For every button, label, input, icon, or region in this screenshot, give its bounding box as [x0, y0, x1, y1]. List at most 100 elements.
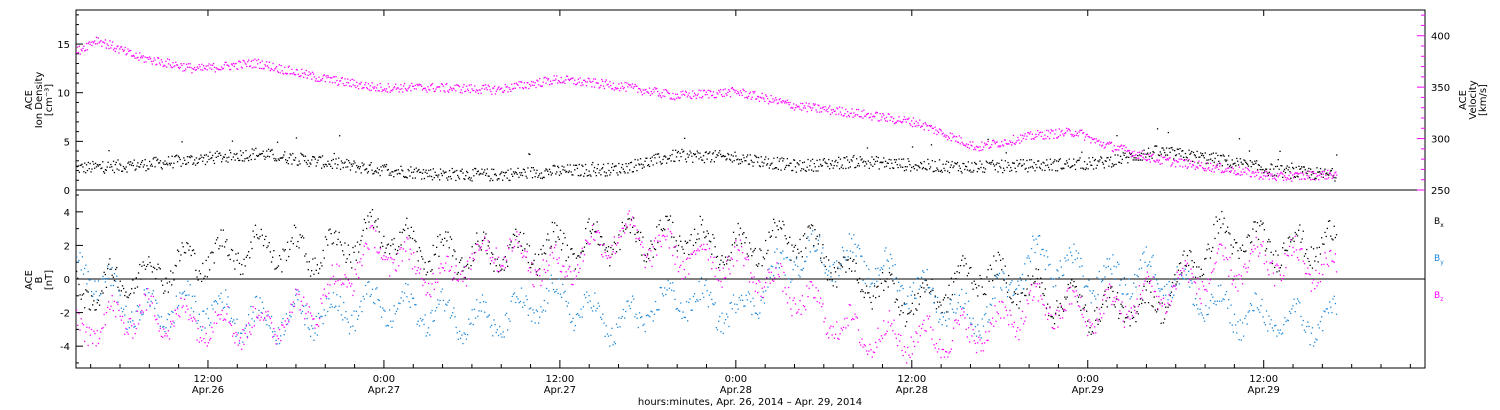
- point-bx: [481, 240, 484, 242]
- point-bx: [637, 231, 639, 233]
- velocity-point: [1318, 179, 1320, 181]
- point-bx: [180, 254, 182, 256]
- point-by: [151, 293, 153, 295]
- density-point: [620, 166, 623, 169]
- point-bx: [1165, 306, 1167, 308]
- point-bx: [573, 253, 575, 255]
- velocity-point: [1069, 130, 1071, 132]
- point-bx: [1161, 302, 1163, 304]
- point-by: [337, 309, 339, 312]
- velocity-point: [1273, 175, 1275, 177]
- density-point: [560, 173, 562, 175]
- point-by: [518, 302, 520, 304]
- density-point: [400, 165, 402, 167]
- velocity-point: [597, 82, 599, 84]
- point-bx: [356, 241, 359, 243]
- density-point: [1244, 159, 1246, 162]
- density-point: [719, 150, 721, 152]
- point-bx: [847, 259, 849, 261]
- density-point: [171, 155, 173, 157]
- point-by: [179, 292, 181, 294]
- velocity-point: [1237, 173, 1240, 175]
- density-point: [420, 171, 422, 173]
- density-point: [1131, 155, 1133, 157]
- density-point: [165, 163, 167, 166]
- density-point: [586, 175, 588, 177]
- point-bx: [724, 256, 727, 258]
- velocity-point: [123, 49, 125, 51]
- point-bx: [551, 221, 553, 224]
- point-by: [680, 302, 682, 304]
- density-point: [178, 157, 180, 159]
- velocity-point: [1286, 177, 1288, 179]
- point-bx: [1153, 296, 1155, 298]
- point-bx: [768, 231, 770, 233]
- point-bx: [889, 274, 892, 276]
- density-point: [868, 167, 870, 169]
- density-point: [235, 153, 237, 156]
- point-by: [303, 305, 305, 307]
- density-point: [1171, 146, 1173, 149]
- velocity-point: [559, 82, 561, 84]
- point-bx: [711, 253, 713, 255]
- density-point: [520, 174, 522, 176]
- density-point: [1302, 166, 1305, 168]
- density-point: [118, 169, 120, 171]
- density-point: [401, 169, 403, 171]
- velocity-point: [895, 122, 897, 124]
- density-point: [950, 164, 952, 166]
- density-point: [490, 178, 492, 180]
- density-point: [778, 160, 780, 162]
- velocity-point: [682, 90, 684, 92]
- velocity-point: [523, 82, 525, 84]
- point-by: [301, 310, 304, 312]
- point-bx: [80, 298, 82, 300]
- point-bx: [633, 217, 635, 219]
- density-point: [867, 160, 869, 162]
- density-point: [318, 156, 320, 158]
- point-by: [1115, 266, 1118, 268]
- point-bx: [419, 250, 422, 252]
- density-point: [540, 172, 543, 174]
- point-by: [289, 314, 291, 317]
- density-point: [1129, 153, 1132, 155]
- density-point: [493, 173, 496, 176]
- point-by: [1097, 293, 1099, 296]
- velocity-point: [105, 47, 107, 49]
- point-bx: [797, 248, 799, 250]
- velocity-point: [1119, 146, 1121, 148]
- velocity-point: [111, 44, 113, 46]
- point-by: [465, 338, 468, 340]
- velocity-point: [1264, 171, 1266, 173]
- point-by: [268, 325, 270, 327]
- velocity-point: [201, 63, 203, 65]
- velocity-point: [571, 77, 573, 79]
- point-bx: [936, 301, 939, 303]
- point-bx: [290, 240, 292, 242]
- point-by: [401, 291, 403, 293]
- velocity-point: [421, 85, 423, 87]
- velocity-point: [341, 76, 343, 79]
- velocity-point: [1195, 166, 1197, 168]
- point-by: [1169, 292, 1171, 295]
- density-point: [731, 161, 733, 163]
- velocity-point: [1010, 141, 1012, 143]
- density-point: [326, 165, 328, 167]
- velocity-point: [1213, 171, 1215, 173]
- density-point: [928, 163, 930, 165]
- velocity-point: [367, 83, 370, 85]
- density-point: [397, 169, 399, 171]
- density-point: [486, 168, 488, 170]
- point-by: [144, 293, 147, 296]
- velocity-point: [819, 111, 821, 113]
- velocity-point: [880, 119, 882, 121]
- density-point: [989, 161, 991, 164]
- point-bx: [609, 265, 611, 267]
- density-point: [863, 160, 865, 162]
- point-bx: [825, 256, 827, 258]
- point-by: [295, 294, 297, 296]
- velocity-point: [807, 105, 809, 107]
- velocity-point: [851, 108, 853, 110]
- point-bx: [1129, 325, 1131, 327]
- density-point: [963, 163, 965, 165]
